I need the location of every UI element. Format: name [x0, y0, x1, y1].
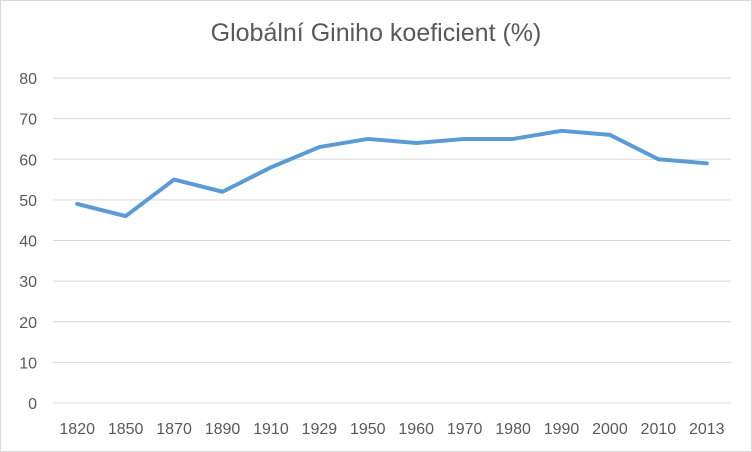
x-tick-label: 1910	[253, 421, 289, 438]
y-tick-label: 0	[28, 396, 37, 413]
y-tick-label: 10	[19, 355, 37, 372]
y-tick-label: 60	[19, 152, 37, 169]
x-tick-label: 1870	[156, 421, 192, 438]
x-tick-label: 1990	[544, 421, 580, 438]
x-tick-label: 2013	[689, 421, 725, 438]
x-tick-label: 1970	[447, 421, 483, 438]
x-tick-label: 1850	[108, 421, 144, 438]
y-tick-label: 80	[19, 71, 37, 88]
chart-title: Globální Giniho koeficient (%)	[210, 19, 542, 47]
x-tick-label: 1950	[350, 421, 386, 438]
y-tick-label: 50	[19, 193, 37, 210]
y-tick-label: 40	[19, 234, 37, 251]
series-line	[75, 128, 709, 219]
x-tick-label: 1820	[59, 421, 95, 438]
y-tick-label: 70	[19, 112, 37, 129]
x-tick-label: 1960	[398, 421, 434, 438]
x-tick-label: 1929	[302, 421, 338, 438]
y-tick-label: 20	[19, 315, 37, 332]
x-tick-label: 1890	[205, 421, 241, 438]
x-tick-label: 1980	[495, 421, 531, 438]
x-tick-label: 2000	[592, 421, 628, 438]
x-tick-label: 2010	[641, 421, 677, 438]
y-tick-label: 30	[19, 274, 37, 291]
